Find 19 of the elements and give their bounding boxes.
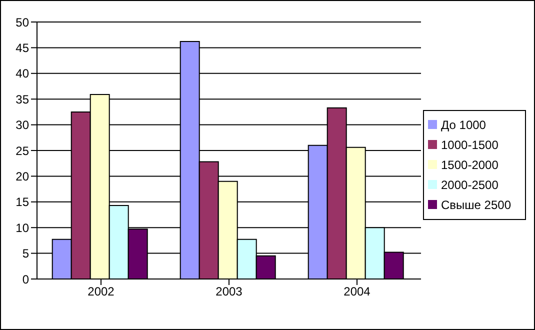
y-tick-label: 30 (16, 118, 30, 132)
y-tick-label: 5 (22, 246, 30, 261)
y-tick-label: 20 (16, 169, 30, 184)
y-tick-label: 40 (16, 66, 30, 81)
legend-label: 2000-2500 (441, 178, 498, 192)
y-tick-label: 15 (16, 195, 30, 210)
x-tick-label: 2004 (344, 284, 371, 299)
y-tick-label: 45 (16, 40, 30, 55)
y-tick-label: 10 (16, 220, 30, 235)
y-tick-label: 50 (16, 15, 30, 30)
legend-label: До 1000 (441, 118, 486, 132)
legend-label: 1500-2000 (441, 158, 498, 172)
x-tick-label: 2003 (216, 284, 243, 299)
legend-label: 1000-1500 (441, 138, 498, 152)
y-tick-label: 25 (16, 144, 30, 158)
x-tick-label: 2002 (88, 284, 115, 299)
y-tick-label: 35 (16, 92, 30, 106)
legend-label: Свыше 2500 (441, 198, 511, 212)
y-tick-label: 0 (22, 272, 30, 286)
